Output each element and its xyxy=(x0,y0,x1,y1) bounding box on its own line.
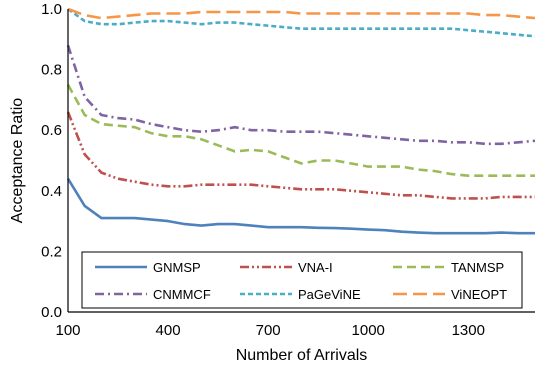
series-line-vineopt xyxy=(67,7,535,20)
series-line-pagevine xyxy=(67,7,535,38)
y-tick-label: 0.2 xyxy=(41,243,62,260)
x-tick-labels: 100 400 700 1000 1300 xyxy=(55,322,484,339)
y-axis-label: Acceptance Ratio xyxy=(9,98,26,224)
x-tick-label: 1000 xyxy=(352,322,385,339)
legend-box xyxy=(81,251,523,309)
legend-label: PaGeViNE xyxy=(298,287,361,302)
series-line-cnmmcf xyxy=(66,44,535,146)
y-tick-label: 0.8 xyxy=(41,62,62,79)
legend-label: VNA-I xyxy=(298,260,333,275)
series-line-tanmsp xyxy=(66,84,535,177)
x-tick-label: 700 xyxy=(256,322,281,339)
legend-label: TANMSP xyxy=(451,260,504,275)
y-tick-labels: 0.0 0.2 0.4 0.6 0.8 1.0 xyxy=(41,1,62,321)
y-tick-label: 0.0 xyxy=(41,304,62,321)
series-line-vna-i xyxy=(66,111,535,200)
y-tick-label: 0.4 xyxy=(41,183,62,200)
x-tick-label: 1300 xyxy=(452,322,485,339)
x-axis-label: Number of Arrivals xyxy=(236,347,368,364)
series-line-gnmsp xyxy=(66,178,535,235)
axes xyxy=(67,9,535,313)
x-tick-label: 100 xyxy=(55,322,80,339)
legend-label: CNMMCF xyxy=(153,287,211,302)
series-lines xyxy=(66,7,535,235)
y-tick-label: 0.6 xyxy=(41,122,62,139)
legend: GNMSP VNA-I TANMSP CNMMCF PaGeViNE ViNEOPT xyxy=(81,251,523,309)
y-tick-label: 1.0 xyxy=(41,1,62,18)
x-tick-label: 400 xyxy=(156,322,181,339)
legend-label: ViNEOPT xyxy=(451,287,507,302)
legend-label: GNMSP xyxy=(153,260,201,275)
